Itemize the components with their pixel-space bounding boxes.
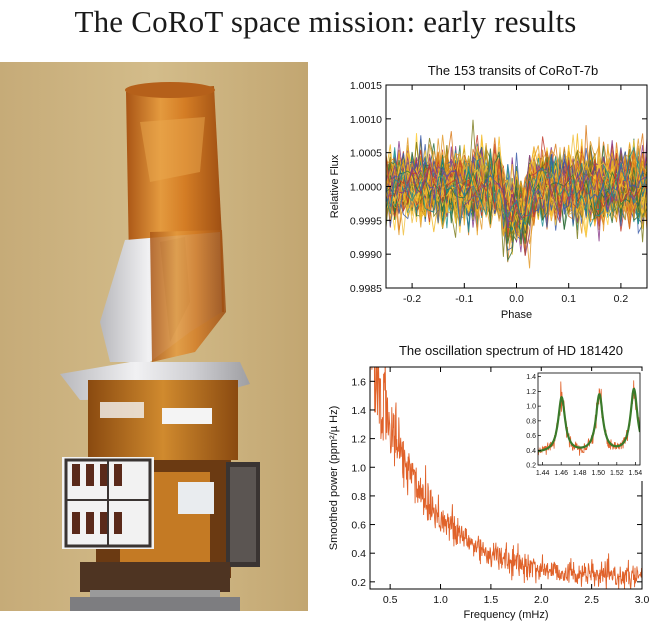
transit-series-line (386, 146, 647, 226)
x-tick-label: 0.1 (561, 293, 576, 305)
spectrum-curve (370, 367, 642, 589)
x-tick-label: -0.2 (403, 293, 421, 305)
inset-y-tick-label: 1.4 (526, 374, 536, 381)
y-tick-label: 1.4 (351, 405, 366, 417)
transit-chart: The 153 transits of CoRoT-7b 0.9985 0.999… (329, 63, 648, 321)
x-tick-label: 1.0 (433, 594, 448, 606)
inset-x-tick-label: 1.44 (536, 470, 550, 477)
spectrum-series-line (370, 367, 642, 589)
transit-series-line (386, 152, 647, 241)
y-tick-label: 0.6 (351, 520, 366, 532)
inset-y-tick-label: 1.0 (526, 404, 536, 411)
inset-y-tick-label: 0.4 (526, 448, 536, 455)
y-tick-label: 1.2 (351, 434, 366, 446)
oscillation-chart: The oscillation spectrum of HD 181420 0.… (328, 343, 649, 621)
inset-fit-line (538, 387, 640, 453)
x-axis-label: Phase (501, 309, 532, 321)
x-tick-label: 0.2 (614, 293, 629, 305)
inset-x-tick-label: 1.48 (573, 470, 587, 477)
x-tick-label: 0.5 (383, 594, 398, 606)
y-tick-label: 1.6 (351, 376, 366, 388)
y-tick-label: 1.0005 (350, 148, 382, 160)
y-axis-label: Relative Flux (329, 154, 341, 218)
y-tick-label: 1.0000 (350, 182, 382, 194)
x-tick-label: 1.5 (484, 594, 499, 606)
y-tick-label: 0.9990 (350, 249, 382, 261)
x-axis-label: Frequency (mHz) (464, 609, 549, 621)
chart-title: The 153 transits of CoRoT-7b (428, 63, 599, 78)
inset-x-tick-label: 1.50 (591, 470, 605, 477)
x-tick-label: 2.0 (534, 594, 549, 606)
inset-x-tick-label: 1.46 (554, 470, 568, 477)
inset-y-tick-label: 0.2 (526, 463, 536, 470)
x-tick-label: 0.0 (509, 293, 524, 305)
inset-x-tick-label: 1.54 (629, 470, 643, 477)
inset-y-tick-label: 0.8 (526, 418, 536, 425)
y-tick-label: 1.0010 (350, 114, 382, 126)
x-tick-label: -0.1 (455, 293, 473, 305)
y-tick-label: 0.8 (351, 491, 366, 503)
y-tick-label: 0.9995 (350, 215, 382, 227)
y-tick-label: 1.0 (351, 462, 366, 474)
tick-labels: 0.2 0.4 0.6 0.8 1.0 1.2 1.4 1.6 0.5 1.0 1.5 2.0 2.5 3… (351, 367, 649, 606)
y-axis-label: Smoothed power (ppm²/µ Hz) (328, 406, 340, 551)
y-tick-label: 0.2 (351, 577, 366, 589)
transit-series-line (386, 153, 647, 245)
y-tick-label: 1.0015 (350, 80, 382, 92)
y-tick-label: 0.9985 (350, 283, 382, 295)
transit-series-line (386, 145, 647, 229)
tick-labels: 0.9985 0.9990 0.9995 1.0000 1.0005 1.0010 1.00… (350, 80, 647, 305)
chart-title: The oscillation spectrum of HD 181420 (399, 343, 623, 358)
y-tick-label: 0.4 (351, 548, 366, 560)
transit-curves (386, 119, 647, 269)
inset-y-tick-label: 0.6 (526, 433, 536, 440)
x-tick-label: 2.5 (584, 594, 599, 606)
satellite-photo (0, 62, 308, 611)
inset-x-tick-label: 1.52 (610, 470, 624, 477)
inset-y-tick-label: 1.2 (526, 389, 536, 396)
inset-chart: 0.2 0.4 0.6 0.8 1.0 1.2 1.4 1.44 1.46 1.48 1.50 1.5… (516, 371, 644, 481)
x-tick-label: 3.0 (635, 594, 650, 606)
page-title: The CoRoT space mission: early results (74, 4, 577, 39)
